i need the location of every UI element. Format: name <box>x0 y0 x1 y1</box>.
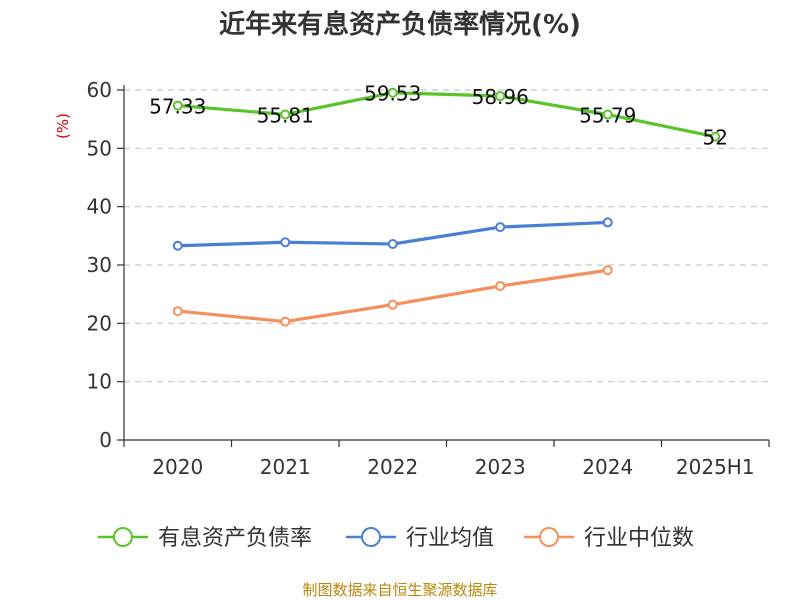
x-tick-label: 2021 <box>260 455 311 479</box>
y-tick-label: 50 <box>87 136 112 160</box>
data-label: 55.81 <box>257 103 314 127</box>
y-tick-label: 10 <box>87 370 112 394</box>
data-point <box>387 239 398 249</box>
x-tick-label: 2024 <box>582 455 633 479</box>
x-tick-label: 2022 <box>367 455 418 479</box>
data-point <box>280 109 291 120</box>
y-tick-label: 30 <box>87 253 112 277</box>
y-tick-label: 60 <box>87 78 112 102</box>
data-labels: 57.33 55.81 59.53 58.96 55.79 52 <box>149 82 728 150</box>
data-point <box>602 217 613 228</box>
data-point <box>172 100 183 111</box>
data-label: 57.33 <box>149 95 206 119</box>
x-tick-label: 2025H1 <box>676 455 755 479</box>
legend-label: 行业中位数 <box>584 526 694 551</box>
legend-label: 有息资产负债率 <box>158 526 312 551</box>
x-tick-label: 2023 <box>475 455 526 479</box>
legend-marker <box>539 527 559 547</box>
data-label: 55.79 <box>579 104 636 128</box>
data-point <box>280 316 291 327</box>
legend: 有息资产负债率 行业均值 行业中位数 <box>98 526 694 551</box>
data-point <box>387 299 398 310</box>
data-point <box>280 237 291 248</box>
data-label: 59.53 <box>364 82 421 106</box>
y-tick-label: 20 <box>87 311 112 335</box>
grid <box>124 89 769 383</box>
y-tick-label: 40 <box>87 195 112 219</box>
data-label: 52 <box>703 126 728 150</box>
legend-item: 有息资产负债率 <box>98 526 312 551</box>
data-point <box>602 265 613 276</box>
source-note: 制图数据来自恒生聚源数据库 <box>302 581 497 599</box>
chart-title: 近年来有息资产负债率情况(%) <box>219 9 581 40</box>
data-point <box>495 281 506 291</box>
y-tick-label: 0 <box>99 428 112 452</box>
legend-item: 行业中位数 <box>524 526 694 551</box>
y-axis-unit: (%) <box>54 113 72 139</box>
series-line <box>177 91 716 139</box>
series <box>172 87 721 327</box>
data-point <box>387 87 398 98</box>
data-point <box>172 240 183 251</box>
data-point <box>710 131 721 142</box>
axes: 0 10 20 30 40 50 60 2020 2021 2022 2023 2024 2025H1 <box>87 78 770 479</box>
data-label: 58.96 <box>472 85 529 109</box>
x-tick-label: 2020 <box>152 455 203 479</box>
legend-marker <box>113 527 133 547</box>
legend-label: 行业均值 <box>406 526 494 551</box>
data-point <box>602 109 613 120</box>
data-point <box>172 306 183 317</box>
legend-marker <box>361 527 381 547</box>
legend-item: 行业均值 <box>346 526 494 551</box>
data-point <box>495 222 506 233</box>
series-line <box>177 268 608 324</box>
data-point <box>495 91 506 102</box>
